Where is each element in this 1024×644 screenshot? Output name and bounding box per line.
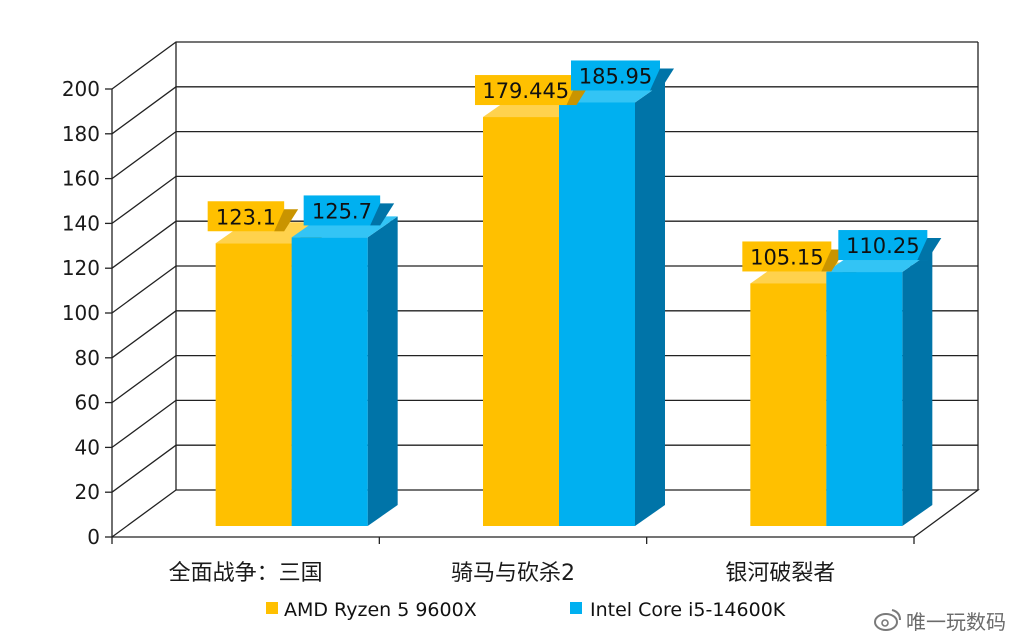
data-label: 105.15 <box>742 241 846 272</box>
watermark: 唯一玩数码 <box>874 609 1006 634</box>
data-label-text: 125.7 <box>312 199 372 223</box>
x-category-label: 全面战争：三国 <box>169 561 323 586</box>
bar-side <box>635 81 665 527</box>
data-label: 125.7 <box>303 195 395 226</box>
watermark-text: 唯一玩数码 <box>906 610 1006 634</box>
gridline <box>111 399 978 448</box>
data-label-tab <box>274 209 299 232</box>
y-axis: 0 20 40 60 80 100 120 140 160 180 200 <box>62 77 112 549</box>
data-label-box <box>475 75 577 106</box>
x-category-label: 银河破裂者 <box>725 561 835 586</box>
gridline <box>111 354 978 404</box>
data-label: 110.25 <box>838 230 942 261</box>
data-label: 185.95 <box>571 60 674 91</box>
data-label-box <box>207 201 285 232</box>
bar-face <box>215 243 292 527</box>
x-axis: 全面战争：三国 骑马与砍杀2 银河破裂者 <box>111 536 915 586</box>
gridline <box>111 175 978 224</box>
gridline <box>111 220 978 269</box>
legend: AMD Ryzen 5 9600X Intel Core i5-14600K <box>266 599 786 621</box>
y-tick-label: 0 <box>87 525 100 549</box>
legend-swatch-intel <box>570 602 582 614</box>
data-label-box <box>742 241 832 272</box>
data-label-text: 105.15 <box>750 245 823 269</box>
bar-intel-0 <box>291 216 398 526</box>
bars <box>215 81 933 527</box>
data-label-text: 179.445 <box>482 79 569 103</box>
y-tick-label: 200 <box>62 77 100 101</box>
gridline <box>111 41 978 90</box>
bar-intel-1 <box>559 81 665 527</box>
legend-label-intel: Intel Core i5-14600K <box>590 599 786 621</box>
bar-face <box>483 117 559 526</box>
gridline <box>111 310 978 359</box>
y-tick-label: 180 <box>62 122 100 146</box>
bar-face <box>750 283 827 526</box>
data-label: 123.1 <box>207 201 299 232</box>
data-label-box <box>838 230 928 261</box>
bar-face <box>826 272 903 526</box>
data-label-tab <box>370 203 395 226</box>
y-tick-label: 140 <box>62 211 100 235</box>
data-label-box <box>571 60 660 91</box>
gridline <box>111 130 978 180</box>
data-label-text: 185.95 <box>579 64 652 88</box>
y-tick-label: 20 <box>75 480 100 504</box>
data-label-box <box>303 195 381 226</box>
data-label-tab <box>650 68 674 91</box>
gridline <box>111 444 978 493</box>
y-tick-label: 60 <box>75 391 100 415</box>
data-label-text: 110.25 <box>846 234 919 258</box>
legend-swatch-amd <box>266 602 278 614</box>
gridline <box>111 265 978 314</box>
data-label-tab <box>917 238 942 261</box>
bar-intel-2 <box>826 251 933 527</box>
data-label: 179.445 <box>475 75 591 106</box>
bar-face <box>291 237 368 526</box>
legend-label-amd: AMD Ryzen 5 9600X <box>284 599 477 621</box>
gridline <box>111 86 978 135</box>
bar-face <box>559 102 635 527</box>
y-tick-label: 120 <box>62 256 100 280</box>
data-labels: 123.1 125.7 179.445 185.95 105.15 110.25 <box>207 60 942 272</box>
y-tick-label: 40 <box>75 435 100 459</box>
x-category-label: 骑马与砍杀2 <box>451 561 575 586</box>
bar-side <box>367 216 398 526</box>
y-tick-label: 100 <box>62 301 100 325</box>
data-label-text: 123.1 <box>216 205 276 229</box>
gridlines <box>111 41 978 493</box>
weibo-icon <box>874 609 901 631</box>
y-tick-label: 160 <box>62 167 100 191</box>
y-tick-label: 80 <box>75 346 100 370</box>
bar-side <box>902 251 933 527</box>
